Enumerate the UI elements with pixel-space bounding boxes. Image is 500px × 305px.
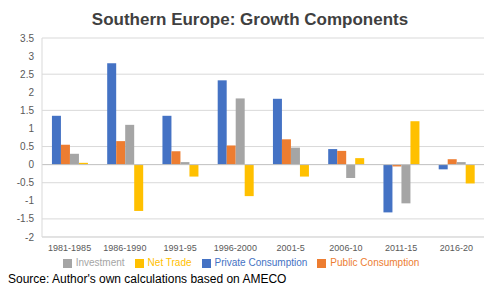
svg-text:2001-5: 2001-5 <box>277 243 305 253</box>
html-text:Public Consumption: Public Consumption <box>330 257 420 268</box>
html-text:Private Consumption: Private Consumption <box>214 257 308 268</box>
svg-text:0: 0 <box>28 159 34 170</box>
html-text:Investment: Investment <box>75 257 125 268</box>
svg-text:1981-1985: 1981-1985 <box>48 243 91 253</box>
html-text:Southern Europe: Growth Compon: Southern Europe: Growth Components <box>91 10 409 29</box>
svg-text:3.5: 3.5 <box>20 33 34 44</box>
svg-text:-1.5: -1.5 <box>17 213 35 224</box>
svg-text:2011-15: 2011-15 <box>385 243 417 253</box>
svg-text:2006-10: 2006-10 <box>329 243 362 253</box>
svg-text:1.5: 1.5 <box>20 105 34 116</box>
svg-text:-1: -1 <box>25 195 34 206</box>
svg-text:0.5: 0.5 <box>20 141 34 152</box>
svg-text:2016-20: 2016-20 <box>440 243 473 253</box>
svg-text:1996-2000: 1996-2000 <box>214 243 257 253</box>
svg-text:-0.5: -0.5 <box>17 177 35 188</box>
svg-text:2.5: 2.5 <box>20 69 34 80</box>
html-text:Net Trade: Net Trade <box>147 257 192 268</box>
svg-text:2: 2 <box>28 87 34 98</box>
svg-text:3: 3 <box>28 51 34 62</box>
svg-text:-2: -2 <box>25 232 34 243</box>
svg-text:1986-1990: 1986-1990 <box>103 243 146 253</box>
html-text:Source: Author's own calculati: Source: Author's own calculations based … <box>8 272 287 286</box>
svg-text:1: 1 <box>28 123 34 134</box>
svg-text:1991-95: 1991-95 <box>164 243 197 253</box>
